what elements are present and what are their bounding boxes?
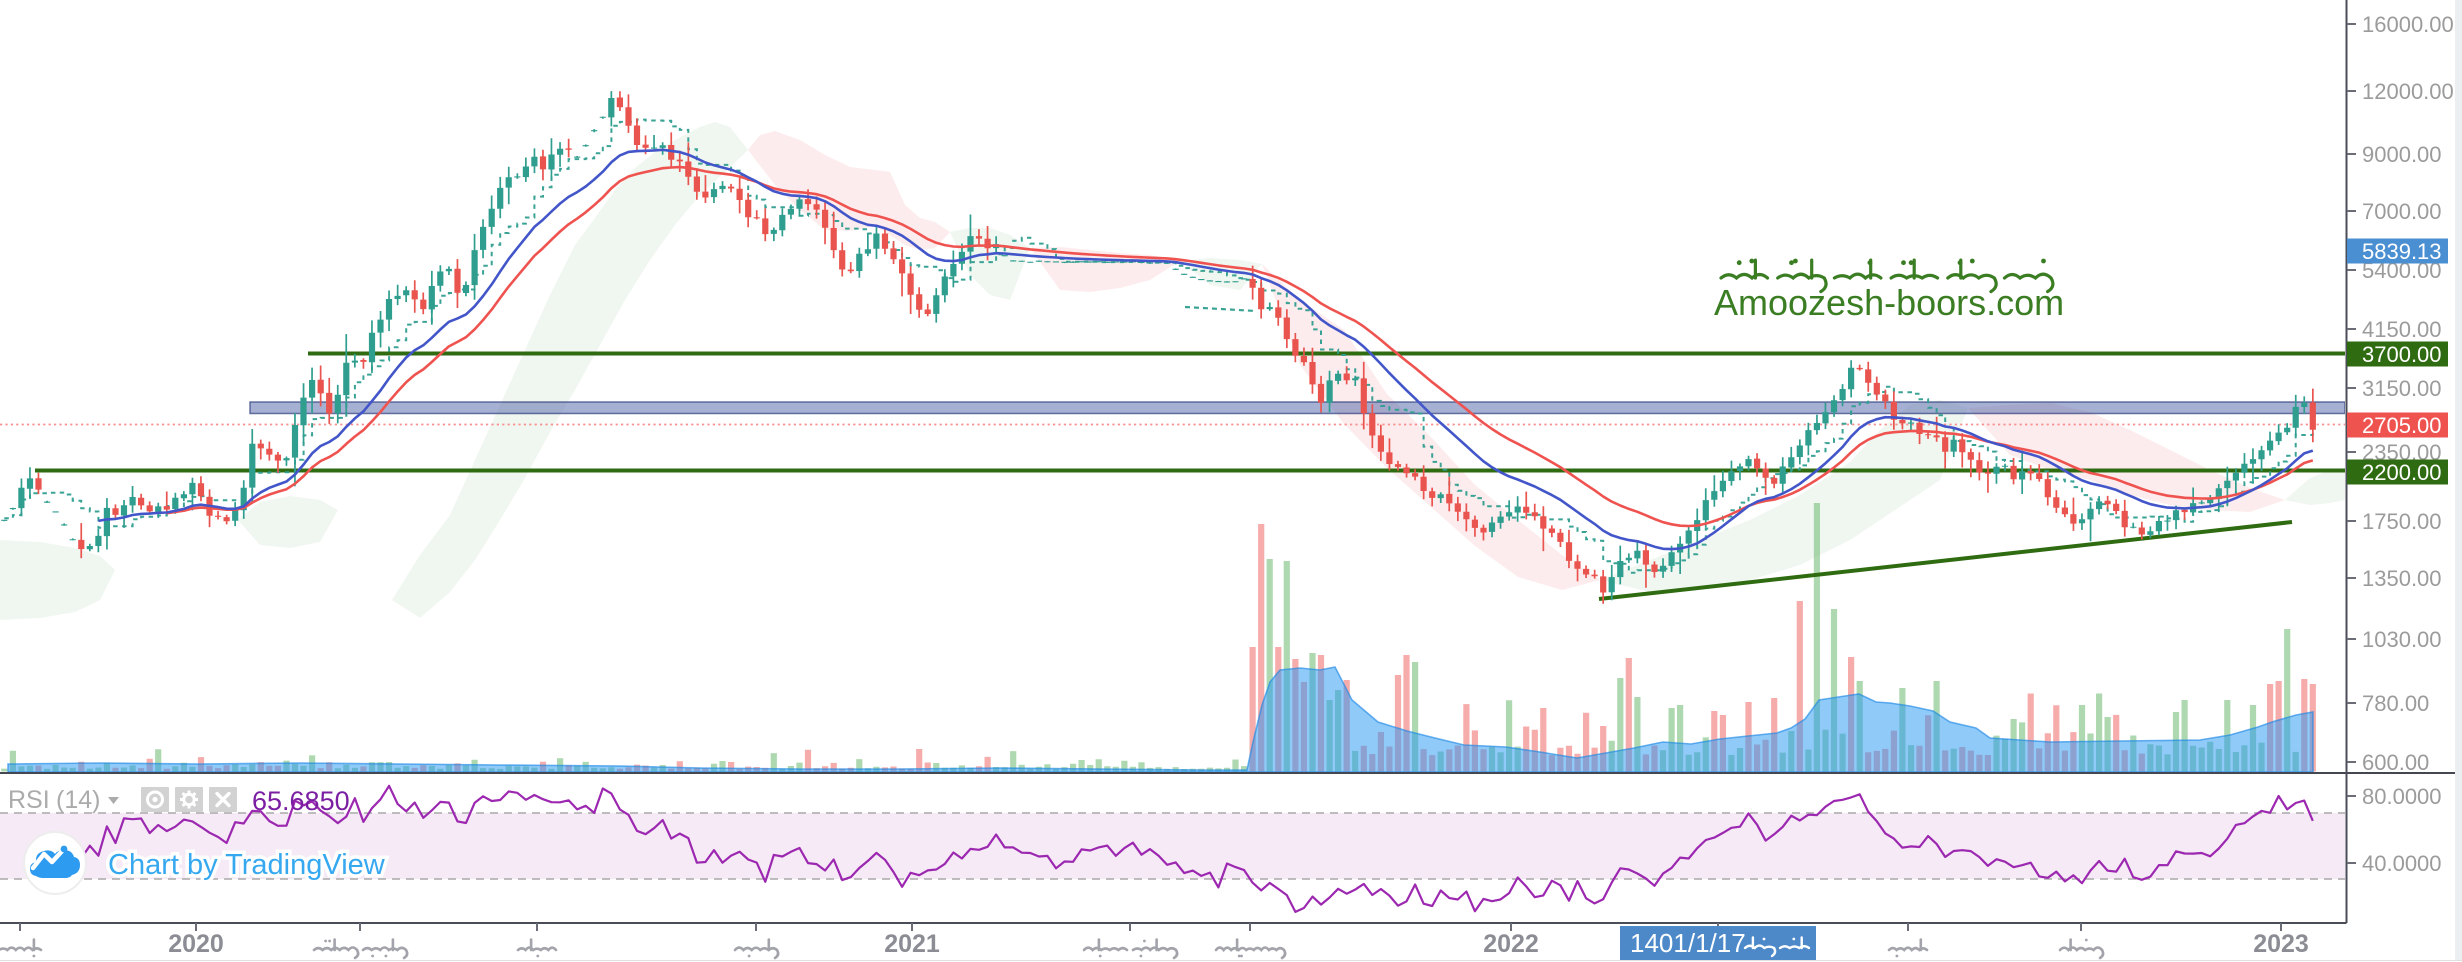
svg-text:80.0000: 80.0000 [2362, 784, 2442, 809]
svg-text:2020: 2020 [168, 930, 224, 958]
svg-text:3150.00: 3150.00 [2362, 376, 2442, 401]
svg-text:2200.00: 2200.00 [2362, 460, 2442, 485]
svg-text:1030.00: 1030.00 [2362, 627, 2442, 652]
svg-text:40.0000: 40.0000 [2362, 851, 2442, 876]
svg-text:5839.13: 5839.13 [2362, 239, 2442, 264]
svg-text:3700.00: 3700.00 [2362, 342, 2442, 367]
svg-text:2022: 2022 [1483, 930, 1539, 958]
svg-text:9000.00: 9000.00 [2362, 142, 2442, 167]
svg-text:12000.00: 12000.00 [2362, 79, 2454, 104]
svg-text:Amoozesh-boors.com: Amoozesh-boors.com [1714, 282, 2064, 323]
svg-text:RSI: RSI [8, 786, 50, 814]
svg-text:1750.00: 1750.00 [2362, 509, 2442, 534]
svg-text:(14): (14) [56, 786, 100, 814]
svg-text:1401/1/17: 1401/1/17 [1630, 928, 1746, 958]
svg-text:2705.00: 2705.00 [2362, 413, 2442, 438]
svg-text:65.6850: 65.6850 [252, 786, 350, 816]
svg-text:7000.00: 7000.00 [2362, 199, 2442, 224]
svg-text:600.00: 600.00 [2362, 750, 2429, 775]
svg-text:16000.00: 16000.00 [2362, 12, 2454, 37]
svg-text:1350.00: 1350.00 [2362, 566, 2442, 591]
svg-text:Chart by TradingView: Chart by TradingView [108, 849, 386, 881]
svg-text:780.00: 780.00 [2362, 691, 2429, 716]
svg-text:4150.00: 4150.00 [2362, 317, 2442, 342]
svg-text:2021: 2021 [884, 930, 940, 958]
svg-text:2023: 2023 [2253, 930, 2309, 958]
